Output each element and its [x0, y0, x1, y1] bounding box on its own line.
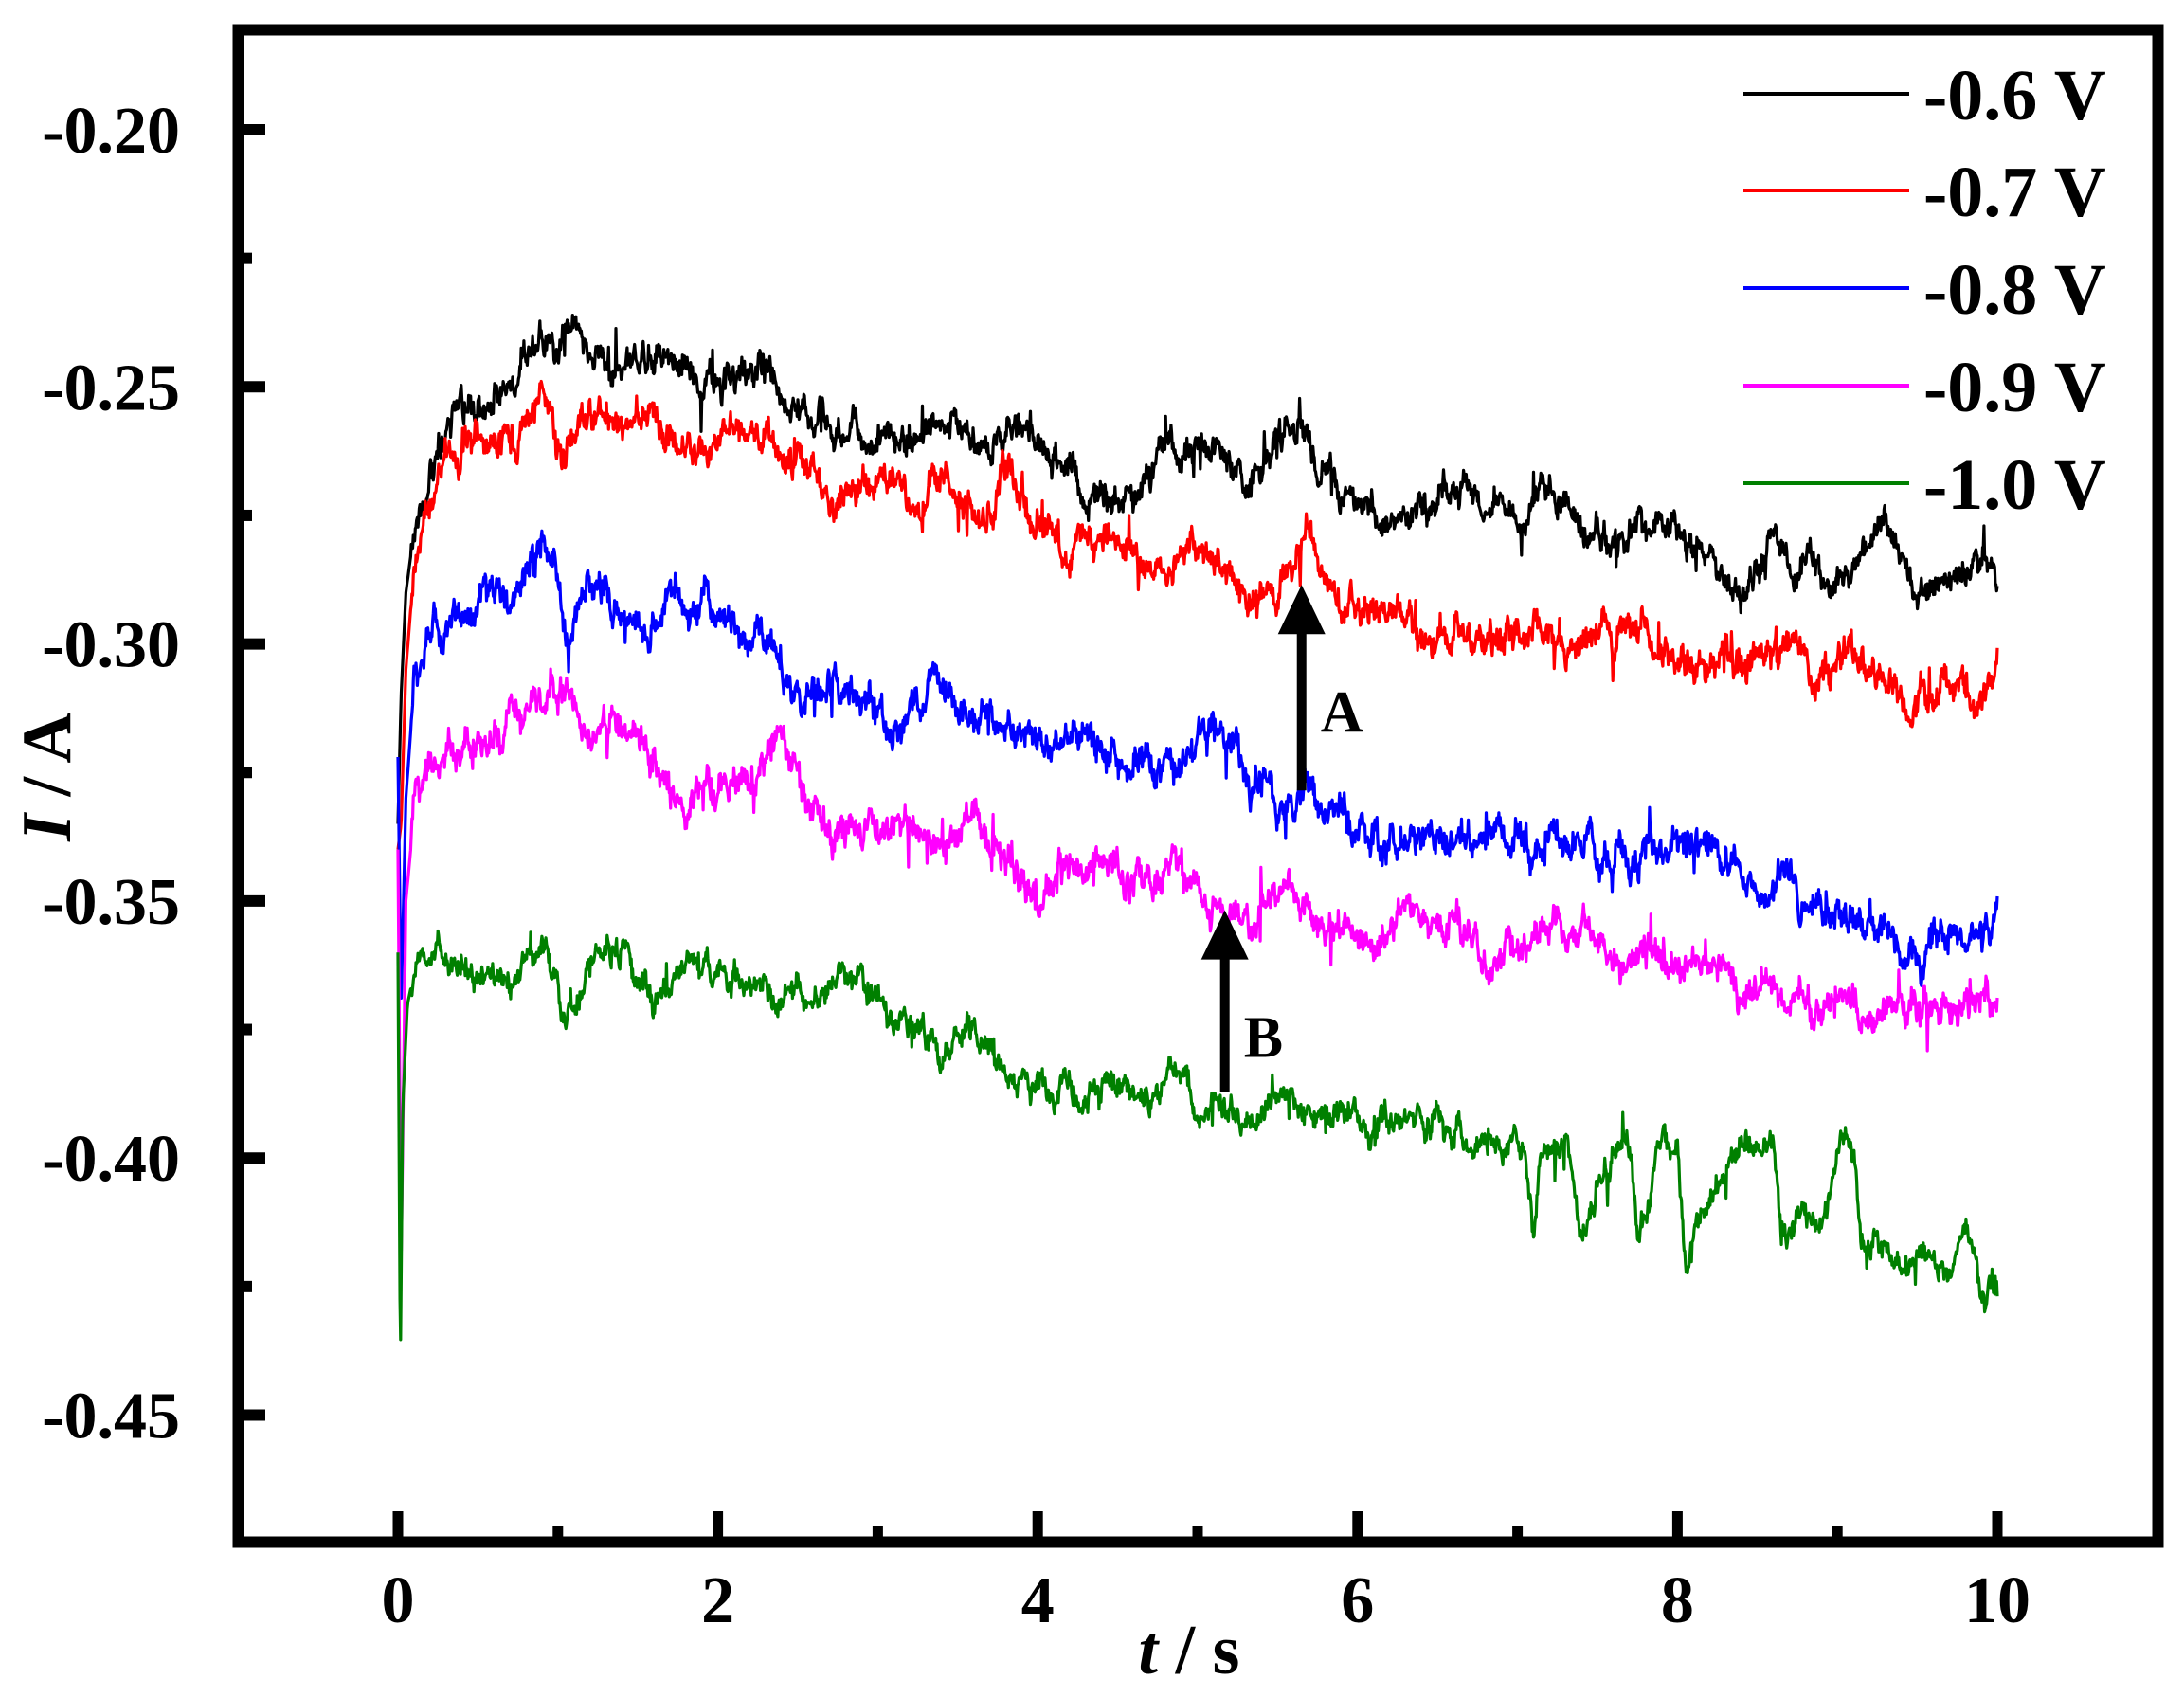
legend-label: -0.7 V: [1923, 153, 2106, 232]
series-line: [396, 529, 1999, 1001]
legend: -0.6 V -0.7 V -0.8 V -0.9 V -1.0 V: [1743, 56, 2106, 525]
x-tick-label: 8: [1661, 1564, 1694, 1637]
annotations: AB: [1200, 585, 1363, 1092]
y-tick-label: -0.45: [42, 1381, 180, 1453]
series-line: [396, 379, 1999, 850]
arrow-up-icon: [1277, 585, 1326, 635]
annotation-label: A: [1321, 680, 1363, 745]
x-tick-label: 6: [1341, 1564, 1374, 1637]
x-tick-label: 0: [382, 1564, 415, 1637]
plot-frame: [232, 24, 2164, 1548]
legend-label: -1.0 V: [1923, 445, 2106, 525]
y-axis: -0.20 -0.25 -0.30 -0.35 -0.40 -0.45: [42, 95, 265, 1453]
series-line: [396, 929, 1999, 1342]
annotation-arrow-a: A: [1277, 585, 1363, 791]
legend-item: -0.6 V: [1743, 56, 2106, 135]
y-axis-title: I / A: [9, 713, 86, 842]
legend-item: -1.0 V: [1743, 445, 2106, 525]
legend-label: -0.9 V: [1923, 348, 2106, 427]
x-tick-label: 2: [701, 1564, 734, 1637]
legend-item: -0.7 V: [1743, 153, 2106, 232]
annotation-arrow-b: B: [1200, 910, 1283, 1092]
series-line: [396, 667, 1999, 1253]
x-tick-label: 4: [1021, 1564, 1055, 1637]
plot-border: [232, 24, 2164, 1548]
y-tick-label: -0.30: [42, 609, 180, 682]
legend-item: -0.8 V: [1743, 250, 2106, 330]
x-axis: 0 2 4 6 8 10: [382, 1511, 2031, 1637]
x-tick-label: 10: [1964, 1564, 2031, 1637]
series-layer: [396, 314, 1999, 1342]
legend-item: -0.9 V: [1743, 348, 2106, 427]
arrow-up-icon: [1200, 910, 1249, 960]
y-tick-label: -0.25: [42, 352, 180, 424]
annotation-label: B: [1244, 1006, 1283, 1071]
legend-label: -0.8 V: [1923, 250, 2106, 330]
x-axis-title: t / s: [1139, 1612, 1240, 1689]
y-tick-label: -0.35: [42, 866, 180, 939]
y-tick-label: -0.20: [42, 95, 180, 168]
y-tick-label: -0.40: [42, 1123, 180, 1196]
series-line: [396, 314, 1999, 824]
legend-label: -0.6 V: [1923, 56, 2106, 135]
